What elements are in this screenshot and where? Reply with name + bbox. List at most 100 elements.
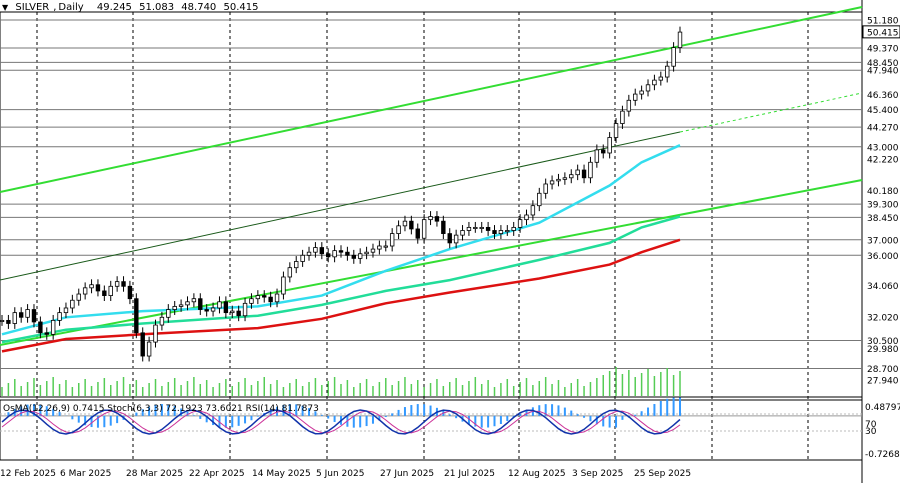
candle-body <box>44 332 49 335</box>
date-tick-label: 25 Sep 2025 <box>634 469 691 479</box>
candle-body <box>441 220 446 234</box>
candle-body <box>255 295 261 300</box>
timeframe-label: Daily <box>58 2 84 13</box>
candle-body <box>204 309 209 312</box>
date-tick-label: 27 Jun 2025 <box>380 469 434 479</box>
candle-body <box>102 290 107 296</box>
candle-body <box>262 295 267 298</box>
candle-body <box>249 298 254 304</box>
candle-body <box>178 304 184 307</box>
price-tick-label: 36.000 <box>867 252 899 262</box>
candle-body <box>652 79 657 86</box>
ema-mid-line <box>1 215 681 344</box>
candle-body <box>63 307 69 314</box>
candle-body <box>473 226 478 229</box>
candle-body <box>613 123 619 138</box>
price-tick-label: 38.450 <box>867 214 899 224</box>
candle-body <box>479 226 484 229</box>
open-value: 49.245 <box>96 2 132 13</box>
candle-body <box>665 65 670 78</box>
price-tick-label: 43.000 <box>867 143 899 153</box>
candle-body <box>402 220 408 227</box>
candle-body <box>370 248 376 253</box>
candle-body <box>607 137 612 154</box>
candle-body <box>146 341 152 357</box>
candle-body <box>581 169 587 179</box>
candle-body <box>453 234 459 244</box>
candle-body <box>319 247 325 255</box>
indicator-tick-label: 30 <box>865 427 877 437</box>
price-tick-label: 30.500 <box>867 337 899 347</box>
date-tick-label: 28 Mar 2025 <box>126 469 183 479</box>
candle-body <box>300 254 305 262</box>
candle-body <box>166 309 171 318</box>
candle-body <box>537 192 542 207</box>
candle-body <box>134 298 139 334</box>
date-tick-label: 6 Mar 2025 <box>60 469 111 479</box>
candle-body <box>396 225 401 234</box>
candle-body <box>409 220 414 230</box>
price-tick-label: 37.000 <box>867 236 899 246</box>
candle-body <box>377 245 382 250</box>
candle-body <box>626 99 632 112</box>
price-tick-label: 27.940 <box>867 377 899 387</box>
candle-body <box>114 281 120 287</box>
date-tick-label: 14 May 2025 <box>252 469 311 479</box>
symbol-label: SILVER <box>15 2 50 13</box>
candle-body <box>306 251 312 256</box>
price-tick-label: 34.060 <box>867 282 899 292</box>
candle-body <box>89 284 94 289</box>
indicator-tick-label: 70 <box>865 420 877 430</box>
candle-body <box>466 226 472 231</box>
candle-body <box>415 228 420 239</box>
candle-body <box>389 233 395 247</box>
dropdown-arrow-icon[interactable]: ▼ <box>2 3 9 12</box>
candle-body <box>530 205 536 216</box>
stoch-main-line <box>1 409 681 435</box>
date-tick-label: 22 Apr 2025 <box>189 469 245 479</box>
close-value: 50.415 <box>223 2 259 13</box>
candle-body <box>421 219 427 239</box>
candle-body <box>217 301 222 309</box>
candle-body <box>383 245 388 248</box>
price-tick-label: 40.180 <box>867 187 899 197</box>
high-value: 51.083 <box>139 2 175 13</box>
candle-body <box>313 247 318 253</box>
indicator-tick-label: -0.72689 <box>865 450 900 460</box>
price-tick-label: 50.415 <box>867 28 899 38</box>
candle-body <box>95 284 101 292</box>
candle-body <box>511 226 516 231</box>
price-tick-label: 28.700 <box>867 365 899 375</box>
candle-body <box>76 293 81 301</box>
candle-body <box>639 90 644 95</box>
low-value: 48.740 <box>181 2 217 13</box>
candle-body <box>25 309 30 318</box>
candle-body <box>549 180 555 185</box>
candle-body <box>281 276 286 295</box>
price-tick-label: 46.360 <box>867 91 899 101</box>
price-tick-label: 42.220 <box>867 155 899 165</box>
date-tick-label: 5 Jun 2025 <box>316 469 364 479</box>
candle-body <box>153 324 158 343</box>
channel-mid-line <box>0 131 681 281</box>
price-tick-label: 49.370 <box>867 45 899 55</box>
candle-body <box>588 161 593 179</box>
candle-body <box>38 321 43 334</box>
candle-body <box>50 319 56 335</box>
candle-body <box>633 93 638 101</box>
price-tick-label: 51.180 <box>867 17 899 27</box>
candle-body <box>543 183 548 194</box>
channel-upper-line <box>0 6 863 193</box>
candle-body <box>594 149 600 163</box>
candle-body <box>198 298 203 310</box>
candle-body <box>447 233 452 244</box>
indicator-tick-label: 0.48797 <box>865 403 900 413</box>
candle-body <box>18 312 24 318</box>
candle-body <box>268 296 273 303</box>
candle-body <box>185 301 190 306</box>
price-tick-label: 29.980 <box>867 345 899 355</box>
candle-body <box>562 177 568 180</box>
date-tick-label: 21 Jul 2025 <box>444 469 495 479</box>
